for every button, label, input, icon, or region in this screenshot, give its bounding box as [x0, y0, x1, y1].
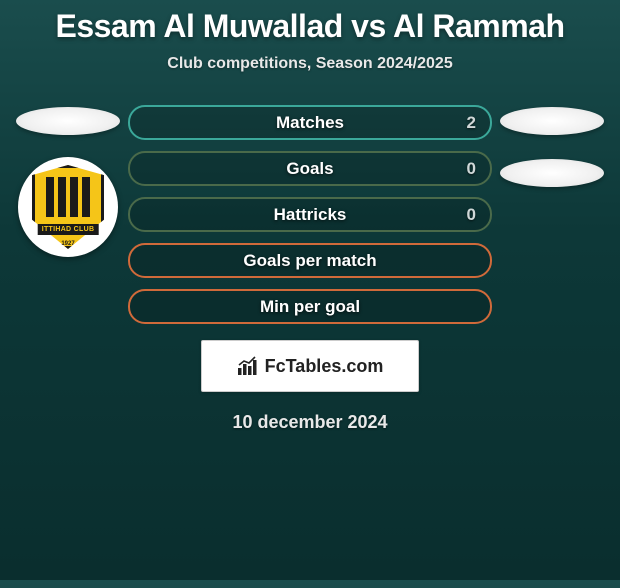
right-country-flag	[500, 107, 604, 135]
page-title: Essam Al Muwallad vs Al Rammah	[0, 8, 620, 45]
content-row: ITTIHAD CLUB 1927 Matches2Goals0Hattrick…	[0, 105, 620, 324]
stat-pill-hattricks: Hattricks 0	[128, 197, 492, 232]
stat-value: 0	[467, 159, 476, 179]
ittihad-club-logo: ITTIHAD CLUB 1927	[32, 165, 104, 249]
stat-label: Min per goal	[260, 297, 360, 317]
chart-icon	[237, 356, 259, 376]
stat-value: 0	[467, 205, 476, 225]
stats-column: Matches 2 Goals 0 Hattricks 0 Goals per match M…	[128, 105, 492, 324]
right-club-flag	[500, 159, 604, 187]
left-club-badge: ITTIHAD CLUB 1927	[18, 157, 118, 257]
date-text: 10 december 2024	[0, 412, 620, 433]
stat-pill-min-per-goal: Min per goal	[128, 289, 492, 324]
club-year-text: 1927	[61, 241, 74, 247]
left-country-flag	[16, 107, 120, 135]
page-subtitle: Club competitions, Season 2024/2025	[0, 55, 620, 73]
brand-box: FcTables.com	[201, 340, 419, 392]
club-banner-text: ITTIHAD CLUB	[38, 224, 99, 235]
stat-pill-goals-per-match: Goals per match	[128, 243, 492, 278]
stat-label: Goals per match	[243, 251, 376, 271]
right-column	[492, 105, 612, 187]
stat-value: 2	[467, 113, 476, 133]
stat-pill-goals: Goals 0	[128, 151, 492, 186]
stat-label: Goals	[286, 159, 333, 179]
left-column: ITTIHAD CLUB 1927	[8, 105, 128, 257]
stat-pill-matches: Matches 2	[128, 105, 492, 140]
club-stripes	[32, 177, 104, 217]
stat-label: Matches	[276, 113, 344, 133]
brand-text: FcTables.com	[265, 356, 384, 377]
stat-label: Hattricks	[274, 205, 347, 225]
